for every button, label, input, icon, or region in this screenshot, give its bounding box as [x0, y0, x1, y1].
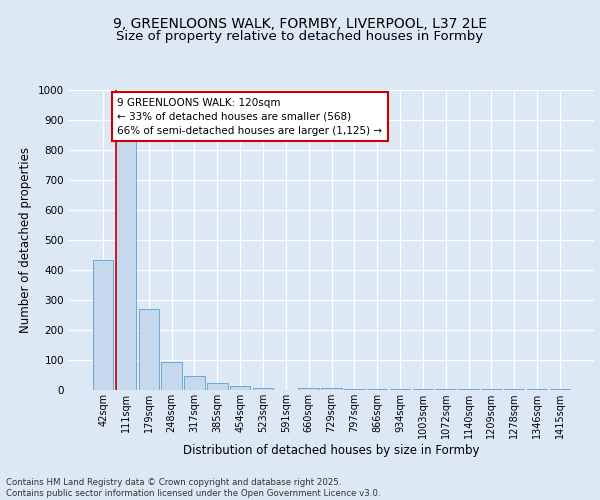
Text: Contains HM Land Registry data © Crown copyright and database right 2025.
Contai: Contains HM Land Registry data © Crown c… [6, 478, 380, 498]
Y-axis label: Number of detached properties: Number of detached properties [19, 147, 32, 333]
Bar [413, 388, 433, 390]
Bar [298, 388, 319, 390]
Bar [184, 376, 205, 390]
Bar [550, 388, 570, 390]
Bar [230, 386, 250, 390]
Bar [321, 388, 342, 390]
Text: Size of property relative to detached houses in Formby: Size of property relative to detached ho… [116, 30, 484, 43]
Text: 9, GREENLOONS WALK, FORMBY, LIVERPOOL, L37 2LE: 9, GREENLOONS WALK, FORMBY, LIVERPOOL, L… [113, 18, 487, 32]
Bar [139, 309, 159, 390]
Bar [253, 388, 273, 390]
X-axis label: Distribution of detached houses by size in Formby: Distribution of detached houses by size … [183, 444, 480, 457]
Bar [390, 388, 410, 390]
Bar [344, 388, 365, 390]
Bar [93, 260, 113, 390]
Bar [207, 384, 227, 390]
Text: 9 GREENLOONS WALK: 120sqm
← 33% of detached houses are smaller (568)
66% of semi: 9 GREENLOONS WALK: 120sqm ← 33% of detac… [117, 98, 382, 136]
Bar [527, 388, 547, 390]
Bar [481, 388, 502, 390]
Bar [367, 388, 388, 390]
Bar [504, 388, 524, 390]
Bar [161, 362, 182, 390]
Bar [436, 388, 456, 390]
Bar [458, 388, 479, 390]
Bar [116, 141, 136, 390]
